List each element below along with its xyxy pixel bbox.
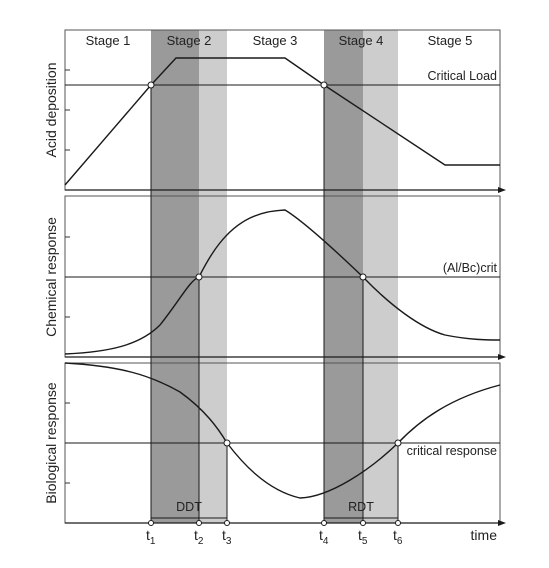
x-axes — [65, 187, 506, 526]
chemical-response-ylabel: Chemical response — [43, 217, 59, 337]
ddt-bracket — [150, 514, 228, 519]
time-marker-t2: t2 — [194, 527, 204, 547]
stage-5-label: Stage 5 — [428, 33, 473, 48]
time-marker-t4: t4 — [319, 527, 329, 547]
critical-response-label: critical response — [407, 444, 497, 458]
rdt-label: RDT — [348, 500, 374, 514]
stage-2-label: Stage 2 — [167, 33, 212, 48]
chemical-response-curve — [64, 209, 501, 355]
biological-response-curve — [64, 362, 501, 499]
critical-load-label: Critical Load — [428, 69, 498, 83]
time-marker-t1: t1 — [146, 527, 156, 547]
marker-t2-middle — [195, 273, 203, 281]
stage-3-label: Stage 3 — [253, 33, 298, 48]
time-axis-label: time — [471, 527, 498, 543]
stage-4-label: Stage 4 — [339, 33, 384, 48]
rdt-bracket — [323, 514, 399, 519]
marker-t6-bottom — [394, 439, 402, 447]
stage-1-label: Stage 1 — [86, 33, 131, 48]
curves — [64, 57, 501, 499]
biological-response-ylabel: Biological response — [43, 382, 59, 504]
intersection-markers — [147, 81, 402, 526]
time-marker-t5: t5 — [358, 527, 368, 547]
threshold-lines — [65, 84, 500, 444]
marker-t5-middle — [359, 273, 367, 281]
time-marker-t3: t3 — [222, 527, 232, 547]
delay-brackets — [150, 514, 399, 519]
time-marker-t6: t6 — [393, 527, 403, 547]
vertical-guides — [150, 85, 399, 523]
al-bc-crit-label: (Al/Bc)crit — [443, 261, 498, 275]
marker-t4-top — [320, 81, 328, 89]
marker-t3-bottom — [223, 439, 231, 447]
marker-t1-top — [147, 81, 155, 89]
acid-deposition-ylabel: Acid deposition — [43, 63, 59, 158]
ddt-label: DDT — [176, 500, 202, 514]
